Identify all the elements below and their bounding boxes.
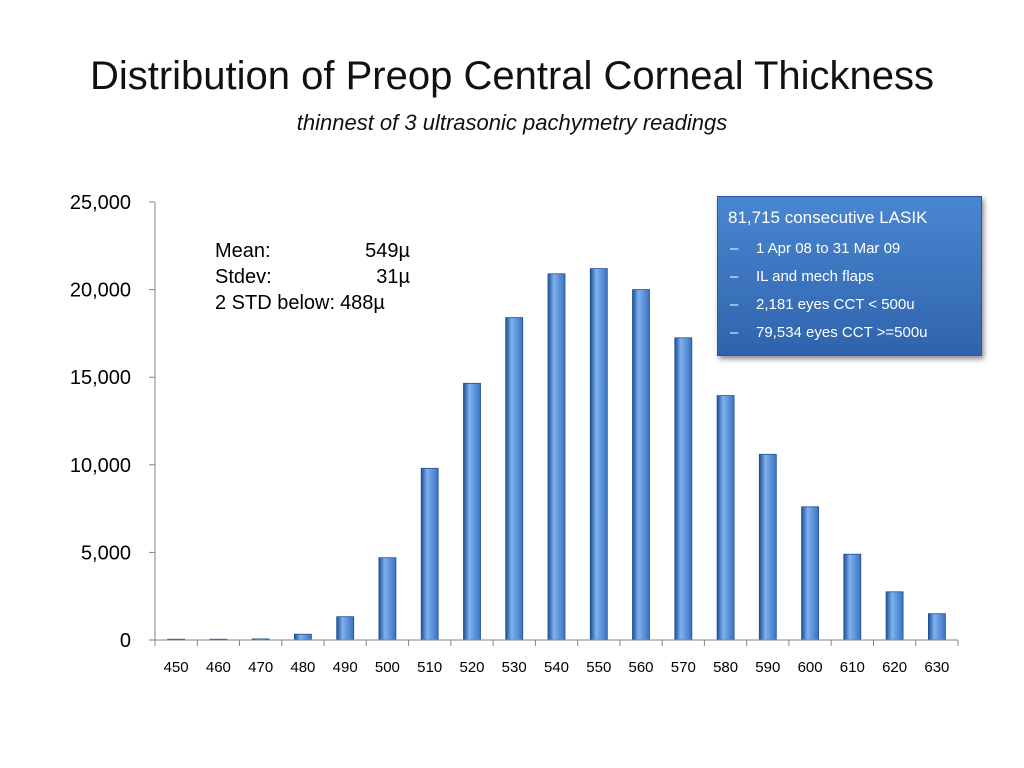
bullet-dash: – (730, 268, 739, 285)
x-tick-label: 520 (459, 659, 484, 676)
x-tick-label: 600 (798, 659, 823, 676)
info-box-item: – IL and mech flaps (728, 263, 971, 291)
bar-550 (589, 268, 608, 641)
info-box-item-text: 79,534 eyes CCT >=500u (756, 324, 928, 341)
bullet-dash: – (730, 240, 739, 257)
bar-600 (801, 506, 819, 641)
info-box-item-text: IL and mech flaps (756, 268, 874, 285)
chart-subtitle: thinnest of 3 ultrasonic pachymetry read… (296, 110, 728, 135)
x-tick-label: 560 (628, 659, 653, 676)
bar-520 (463, 382, 481, 641)
x-tick-label: 630 (924, 659, 949, 676)
y-tick-label: 0 (120, 630, 131, 652)
info-box-heading: 81,715 consecutive LASIK (728, 208, 928, 227)
stat-2std-below: 2 STD below: 488µ (215, 290, 410, 316)
x-tick-label: 610 (840, 659, 865, 676)
info-box: 81,715 consecutive LASIK – 1 Apr 08 to 3… (717, 196, 982, 356)
chart-title: Distribution of Preop Central Corneal Th… (89, 54, 935, 98)
x-tick-label: 450 (164, 659, 189, 676)
bar-500 (378, 557, 397, 641)
x-tick-label: 570 (671, 659, 696, 676)
bar-480 (293, 633, 312, 641)
x-tick-label: 590 (755, 659, 780, 676)
info-box-item: – 1 Apr 08 to 31 Mar 09 (728, 235, 971, 263)
bar-530 (505, 317, 524, 641)
info-box-item-text: 2,181 eyes CCT < 500u (756, 296, 915, 313)
x-tick-label: 580 (713, 659, 738, 676)
stat-stdev-value: 31µ (376, 266, 410, 288)
x-tick-label: 620 (882, 659, 907, 676)
x-tick-label: 530 (502, 659, 527, 676)
bar-590 (758, 453, 777, 641)
bar-620 (885, 591, 904, 641)
bar-610 (843, 553, 862, 641)
stat-mean-value: 549µ (365, 240, 410, 262)
bar-580 (716, 395, 735, 641)
stat-mean: Mean: 549µ (215, 238, 410, 264)
bar-510 (420, 467, 439, 641)
y-tick-label: 25,000 (70, 192, 131, 214)
stat-2std-label: 2 STD below: (215, 292, 336, 314)
bar-630 (928, 613, 946, 641)
info-box-item: – 2,181 eyes CCT < 500u (728, 291, 971, 319)
bar-570 (674, 337, 693, 641)
x-tick-label: 490 (333, 659, 358, 676)
stat-stdev: Stdev: 31µ (215, 264, 410, 290)
x-tick-label: 510 (417, 659, 442, 676)
y-tick-label: 5,000 (81, 542, 131, 564)
info-box-item: – 79,534 eyes CCT >=500u (728, 319, 971, 347)
stat-mean-label: Mean: (215, 240, 271, 262)
bar-560 (632, 289, 650, 641)
y-tick-label: 20,000 (70, 280, 131, 302)
x-tick-label: 470 (248, 659, 273, 676)
x-tick-label: 460 (206, 659, 231, 676)
y-tick-label: 15,000 (70, 367, 131, 389)
x-tick-label: 540 (544, 659, 569, 676)
x-tick-label: 480 (290, 659, 315, 676)
bullet-dash: – (730, 296, 739, 313)
bar-540 (547, 273, 566, 641)
stat-2std-value: 488µ (340, 292, 385, 314)
y-tick-label: 10,000 (70, 455, 131, 477)
info-box-item-text: 1 Apr 08 to 31 Mar 09 (756, 240, 901, 257)
x-tick-label: 550 (586, 659, 611, 676)
summary-stats: Mean: 549µ Stdev: 31µ 2 STD below: 488µ (215, 238, 410, 316)
x-tick-label: 500 (375, 659, 400, 676)
bar-490 (336, 616, 355, 641)
stat-stdev-label: Stdev: (215, 266, 272, 288)
bullet-dash: – (730, 324, 739, 341)
